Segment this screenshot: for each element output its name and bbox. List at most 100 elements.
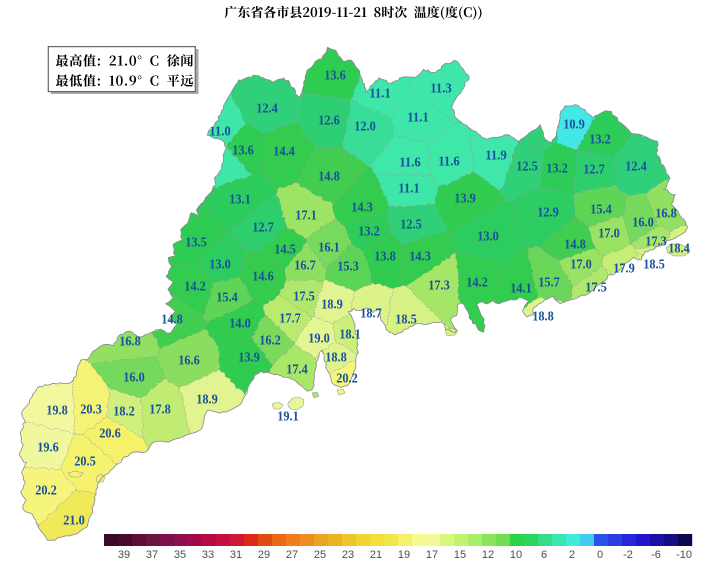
svg-text:10: 10 [510,549,522,561]
svg-text:18.5: 18.5 [395,312,417,327]
svg-text:17.1: 17.1 [295,208,317,223]
svg-text:14.3: 14.3 [409,249,431,264]
svg-text:13.9: 13.9 [454,191,476,206]
svg-text:11.9: 11.9 [485,148,507,163]
svg-text:2: 2 [569,549,575,561]
svg-text:12.4: 12.4 [256,101,278,116]
svg-text:0: 0 [597,549,603,561]
svg-text:12.5: 12.5 [400,217,422,232]
svg-text:14.8: 14.8 [161,312,183,327]
svg-text:15: 15 [454,549,466,561]
svg-text:13.2: 13.2 [546,161,568,176]
svg-text:18.4: 18.4 [668,241,690,256]
svg-text:13.8: 13.8 [374,249,396,264]
svg-text:-2: -2 [623,549,633,561]
svg-text:20.2: 20.2 [336,371,358,386]
svg-text:-10: -10 [676,549,692,561]
svg-text:11.1: 11.1 [407,110,429,125]
svg-text:13.0: 13.0 [209,257,231,272]
svg-text:12.5: 12.5 [516,159,538,174]
svg-text:23: 23 [342,549,354,561]
svg-text:11.1: 11.1 [398,181,420,196]
svg-text:13.2: 13.2 [358,224,380,239]
svg-text:11.3: 11.3 [430,81,452,96]
svg-text:14.8: 14.8 [318,169,340,184]
svg-text:12.7: 12.7 [252,220,274,235]
svg-text:12.9: 12.9 [537,205,559,220]
svg-text:33: 33 [202,549,214,561]
svg-text:11.6: 11.6 [399,155,421,170]
svg-text:35: 35 [174,549,186,561]
svg-text:13.2: 13.2 [589,132,611,147]
svg-text:14.5: 14.5 [274,242,296,257]
svg-text:17.5: 17.5 [293,289,315,304]
svg-text:16.7: 16.7 [294,258,316,273]
svg-text:20.3: 20.3 [80,402,102,417]
svg-text:14.2: 14.2 [466,275,488,290]
svg-text:11.1: 11.1 [369,86,391,101]
svg-text:16.0: 16.0 [123,370,145,385]
svg-text:19.6: 19.6 [37,440,59,455]
svg-text:12.4: 12.4 [625,159,647,174]
svg-text:20.5: 20.5 [74,454,96,469]
svg-text:19.0: 19.0 [308,331,330,346]
svg-text:17.7: 17.7 [279,311,301,326]
svg-text:17.4: 17.4 [286,362,308,377]
svg-text:6: 6 [541,549,547,561]
svg-text:19.1: 19.1 [277,409,299,424]
svg-text:13.6: 13.6 [324,68,346,83]
svg-text:13.0: 13.0 [477,229,499,244]
svg-text:18.7: 18.7 [360,306,382,321]
svg-text:25: 25 [314,549,326,561]
svg-text:14.1: 14.1 [510,281,532,296]
svg-text:17.0: 17.0 [570,257,592,272]
svg-text:19.8: 19.8 [46,403,68,418]
svg-text:18.9: 18.9 [321,297,343,312]
svg-text:18.9: 18.9 [196,392,218,407]
svg-text:10.9: 10.9 [563,117,585,132]
svg-text:15.4: 15.4 [590,202,612,217]
svg-text:12.7: 12.7 [583,162,605,177]
svg-text:16.2: 16.2 [259,333,281,348]
svg-text:12.6: 12.6 [318,113,340,128]
svg-text:19: 19 [398,549,410,561]
svg-text:12: 12 [482,549,494,561]
svg-text:14.6: 14.6 [252,269,274,284]
svg-text:18.2: 18.2 [113,404,135,419]
svg-text:12.0: 12.0 [354,119,376,134]
svg-text:21: 21 [370,549,382,561]
svg-text:31: 31 [230,549,242,561]
svg-text:16.8: 16.8 [655,206,677,221]
svg-text:17.9: 17.9 [613,261,635,276]
svg-text:16.8: 16.8 [119,334,141,349]
svg-text:37: 37 [146,549,158,561]
svg-text:-6: -6 [651,549,661,561]
svg-text:21.0: 21.0 [63,513,85,528]
svg-text:18.1: 18.1 [339,327,361,342]
svg-text:14.3: 14.3 [351,200,373,215]
svg-text:17.0: 17.0 [598,226,620,241]
svg-text:17.3: 17.3 [428,278,450,293]
svg-text:13.5: 13.5 [185,235,207,250]
svg-text:14.4: 14.4 [273,144,295,159]
svg-text:15.3: 15.3 [337,259,359,274]
svg-text:18.8: 18.8 [532,309,554,324]
svg-text:18.5: 18.5 [643,257,665,272]
svg-text:20.6: 20.6 [99,426,121,441]
svg-text:13.9: 13.9 [238,350,260,365]
svg-text:39: 39 [118,549,130,561]
svg-text:17: 17 [426,549,438,561]
svg-text:15.4: 15.4 [216,290,238,305]
svg-text:27: 27 [286,549,298,561]
svg-text:11.0: 11.0 [209,124,231,139]
svg-text:13.1: 13.1 [229,192,251,207]
svg-text:17.3: 17.3 [645,234,667,249]
svg-text:14.8: 14.8 [564,237,586,252]
svg-text:20.2: 20.2 [35,483,57,498]
svg-text:14.0: 14.0 [229,316,251,331]
svg-text:16.6: 16.6 [178,353,200,368]
svg-text:11.6: 11.6 [438,154,460,169]
svg-text:14.2: 14.2 [184,279,206,294]
svg-text:15.7: 15.7 [538,275,560,290]
svg-text:29: 29 [258,549,270,561]
